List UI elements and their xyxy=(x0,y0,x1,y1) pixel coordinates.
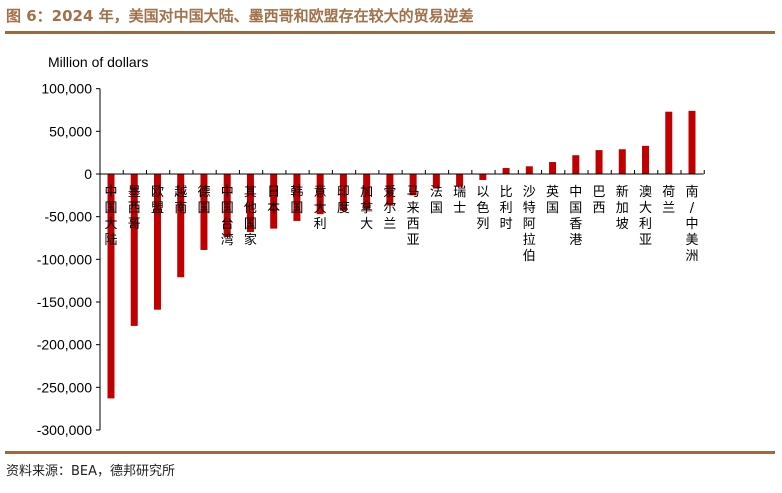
x-tick-label: 瑞士 xyxy=(453,185,466,216)
bar xyxy=(572,155,580,174)
footer-divider xyxy=(5,451,775,454)
x-tick-label: 比利时 xyxy=(500,185,513,232)
bar xyxy=(177,174,185,278)
source-note: 资料来源：BEA，德邦研究所 xyxy=(6,464,176,479)
y-tick-label: 100,000 xyxy=(41,81,92,97)
bar xyxy=(246,174,254,233)
x-tick-label: 墨西哥 xyxy=(128,185,141,232)
y-tick-label: -100,000 xyxy=(37,251,92,267)
bar xyxy=(502,168,510,174)
x-tick-label: 英国 xyxy=(546,185,559,216)
x-tick-label: 日本 xyxy=(267,185,280,216)
bar xyxy=(153,174,161,310)
bar xyxy=(688,110,696,174)
x-tick-label: 意大利 xyxy=(314,184,327,232)
x-tick-label: 法国 xyxy=(430,185,443,216)
bar xyxy=(339,174,347,211)
x-tick-label: 加拿大 xyxy=(360,185,373,232)
x-tick-label: 中国香港 xyxy=(569,185,582,248)
bar xyxy=(363,174,371,209)
x-tick-label: 中国大陆 xyxy=(104,185,117,248)
chart-title: 图 6：2024 年，美国对中国大陆、墨西哥和欧盟存在较大的贸易逆差 xyxy=(6,7,474,25)
bar xyxy=(665,111,673,174)
bar xyxy=(642,145,650,174)
bar xyxy=(130,174,138,326)
x-tick-label: 越南 xyxy=(174,185,187,216)
bar xyxy=(270,174,278,229)
bar xyxy=(549,162,557,174)
x-tick-label: 韩国 xyxy=(290,185,303,216)
x-tick-label: 欧盟 xyxy=(151,185,164,216)
y-tick-label: 0 xyxy=(84,166,92,182)
bar xyxy=(456,174,464,187)
x-tick-label: 新加坡 xyxy=(616,184,629,232)
y-tick-label: -250,000 xyxy=(37,379,92,395)
bar xyxy=(316,174,324,215)
bar xyxy=(386,174,394,206)
bar xyxy=(595,150,603,174)
x-tick-label: 巴西 xyxy=(593,185,606,216)
bar xyxy=(200,174,208,250)
y-tick-label: -200,000 xyxy=(37,337,92,353)
y-tick-label: -50,000 xyxy=(45,209,93,225)
x-tick-label: 其他国家 xyxy=(244,185,257,248)
x-tick-label: 荷兰 xyxy=(662,185,675,216)
bar xyxy=(479,174,487,180)
x-tick-label: 以色列 xyxy=(476,185,489,232)
bar xyxy=(293,174,301,221)
x-tick-label: 德国 xyxy=(197,185,210,216)
y-tick-label: -300,000 xyxy=(37,422,92,438)
x-tick-label: 沙特阿拉伯 xyxy=(523,185,536,264)
bar xyxy=(107,174,115,399)
x-tick-label: 印度 xyxy=(337,185,350,216)
bar xyxy=(618,149,626,174)
x-tick-label: 马来西亚 xyxy=(407,185,420,248)
bar xyxy=(223,174,231,238)
y-tick-label: -150,000 xyxy=(37,294,92,310)
y-axis-label: Million of dollars xyxy=(48,54,148,70)
x-tick-label: 中国台湾 xyxy=(221,185,234,248)
y-tick-label: 50,000 xyxy=(49,123,92,139)
x-tick-label: 南/中美洲 xyxy=(685,184,698,264)
bar xyxy=(409,174,417,196)
title-divider xyxy=(5,31,775,34)
x-tick-label: 爱尔兰 xyxy=(383,185,396,232)
bar xyxy=(525,166,533,174)
bar xyxy=(432,174,440,189)
x-tick-label: 澳大利亚 xyxy=(639,184,652,248)
